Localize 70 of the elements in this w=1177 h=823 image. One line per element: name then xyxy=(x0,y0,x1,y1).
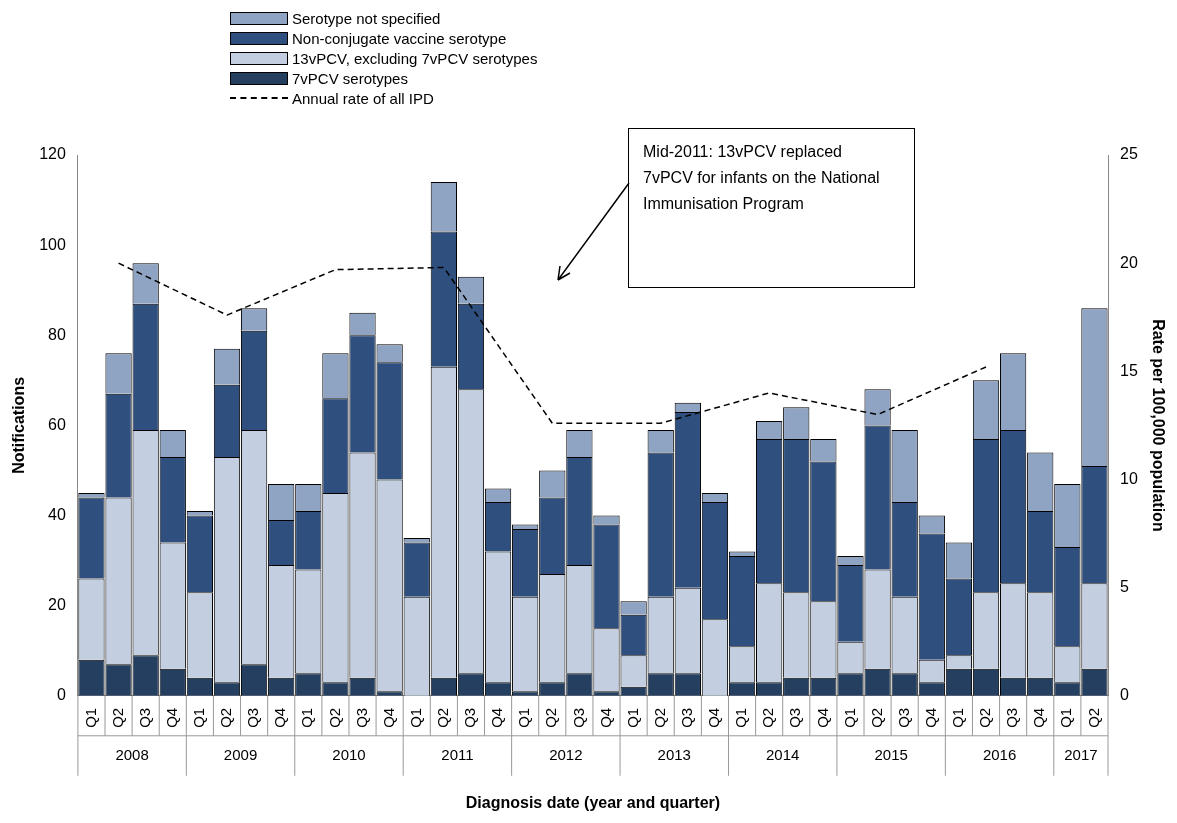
x-tick-label: Q2 xyxy=(867,707,885,728)
callout-box: Mid-2011: 13vPCV replaced 7vPCV for infants on the National Immunisation Program xyxy=(628,128,915,288)
x-tick-label: Q2 xyxy=(434,707,451,728)
x-tick-label: Q4 xyxy=(271,707,289,728)
x-tick-label: Q4 xyxy=(596,707,614,728)
x-tick-label: Q1 xyxy=(623,707,641,728)
y2-tick-label: 0 xyxy=(1120,686,1129,704)
y-tick-label: 60 xyxy=(48,415,66,433)
x-tick-label: Q4 xyxy=(813,707,831,728)
x-tick-label: Q2 xyxy=(325,707,343,728)
x-tick-label: Q4 xyxy=(921,707,939,728)
x-tick-label: Q2 xyxy=(108,707,126,728)
text: 2014 xyxy=(766,745,800,763)
x-tick-label: Q4 xyxy=(379,707,397,728)
x-tick-label: Q1 xyxy=(190,707,208,728)
text: 2012 xyxy=(549,745,583,763)
y2-tick-label: 20 xyxy=(1120,253,1138,271)
y2-tick-label: 25 xyxy=(1120,145,1138,163)
y2-tick-label: 5 xyxy=(1120,578,1129,596)
x-tick-label: Q1 xyxy=(298,707,316,728)
y-tick-label: 100 xyxy=(39,235,66,253)
text: 2008 xyxy=(115,745,149,763)
x-tick-label: Q3 xyxy=(569,707,587,728)
x-tick-label: Q2 xyxy=(217,707,235,728)
x-tick-label: Q1 xyxy=(840,707,858,728)
y2-tick-label: 15 xyxy=(1120,361,1138,379)
text: 2013 xyxy=(657,745,691,763)
x-tick-label: Q4 xyxy=(705,707,723,728)
text: 2009 xyxy=(223,745,258,763)
x-tick-label: Q2 xyxy=(976,707,994,728)
x-tick-label: Q2 xyxy=(542,707,560,728)
legend-label: Non-conjugate vaccine serotype xyxy=(292,29,507,47)
x-tick-label: Q3 xyxy=(244,707,262,728)
x-tick-label: Q2 xyxy=(650,707,668,728)
x-tick-label: Q2 xyxy=(1084,707,1102,728)
x-tick-label: Q1 xyxy=(406,707,424,728)
x-tick-label: Q3 xyxy=(677,707,695,728)
x-axis-title: Diagnosis date (year and quarter) xyxy=(465,793,721,811)
x-tick-label: Q1 xyxy=(515,707,533,728)
x-tick-label: Q1 xyxy=(949,707,967,728)
x-tick-label: Q3 xyxy=(461,707,479,728)
y-tick-label: 40 xyxy=(48,505,66,523)
text: 2016 xyxy=(982,745,1017,763)
x-tick-label: Q3 xyxy=(1003,707,1021,728)
x-tick-label: Q3 xyxy=(352,707,370,728)
x-tick-label: Q4 xyxy=(488,707,506,728)
x-tick-label: Q2 xyxy=(759,707,777,728)
x-tick-label: Q4 xyxy=(162,707,180,728)
legend-label: Annual rate of all IPD xyxy=(292,89,434,107)
y-tick-label: 20 xyxy=(48,596,66,614)
y2-tick-label: 10 xyxy=(1120,469,1138,487)
x-tick-label: Q1 xyxy=(732,707,750,728)
text: 2017 xyxy=(1064,745,1098,763)
x-tick-label: Q4 xyxy=(1030,707,1048,728)
x-tick-label: Q3 xyxy=(894,707,912,728)
x-tick-label: Q3 xyxy=(135,707,153,728)
y-tick-label: 120 xyxy=(39,145,66,163)
legend-label: 7vPCV serotypes xyxy=(292,69,408,87)
y-tick-label: 80 xyxy=(48,325,66,343)
legend-label: Serotype not specified xyxy=(292,9,441,27)
y-axis-title: Notifications xyxy=(10,376,28,474)
text: 2010 xyxy=(332,745,366,763)
x-tick-label: Q1 xyxy=(1057,707,1075,728)
text: 2015 xyxy=(874,745,908,763)
x-tick-label: Q1 xyxy=(81,707,99,728)
x-tick-label: Q3 xyxy=(786,707,804,728)
text: 2011 xyxy=(441,745,474,763)
y-tick-label: 0 xyxy=(56,686,66,704)
y2-axis-title: Rate per 100,000 population xyxy=(1149,319,1167,532)
legend-label: 13vPCV, excluding 7vPCV serotypes xyxy=(292,49,538,67)
